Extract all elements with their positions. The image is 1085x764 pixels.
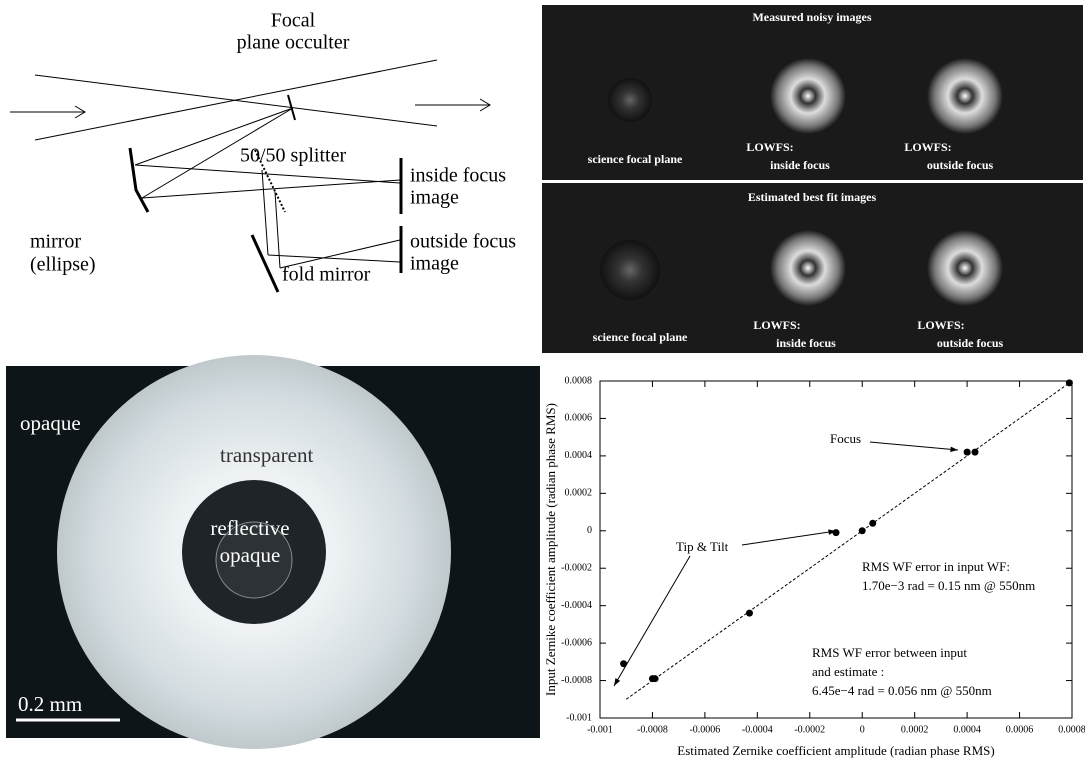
point (869, 520, 876, 527)
label: plane occulter (237, 32, 350, 54)
annotation-arrow (870, 442, 958, 450)
scatter-chart: -0.001 -0.0008 -0.0006 -0.0004 -0.0002 0 0.000… (543, 375, 1085, 758)
label: transparent (220, 443, 313, 467)
annotation: 6.45e−4 rad = 0.056 nm @ 550nm (812, 683, 992, 698)
ray (135, 165, 400, 183)
y-tick-label: 0.0008 (565, 375, 593, 386)
x-axis-label: Estimated Zernike coefficient amplitude … (677, 743, 994, 758)
y-tick-label: -0.0008 (561, 675, 592, 686)
point (833, 529, 840, 536)
label: outside focus (927, 158, 994, 172)
arrowhead (950, 447, 958, 452)
y-tick-label: 0.0004 (565, 450, 593, 461)
annotation-arrow (614, 556, 690, 686)
label: reflective (210, 516, 289, 540)
annotation: 1.70e−3 rad = 0.15 nm @ 550nm (862, 578, 1035, 593)
panel-title: Estimated best fit images (748, 190, 877, 204)
annotation: Focus (830, 431, 861, 446)
x-tick-label: -0.0004 (742, 724, 773, 735)
label: LOWFS: (746, 140, 793, 154)
y-tick-label: 0.0006 (565, 413, 593, 424)
psf-image (608, 78, 652, 122)
y-axis-label: Input Zernike coefficient amplitude (rad… (543, 403, 558, 696)
y-tick-label: -0.001 (566, 712, 592, 723)
psf-image (770, 58, 846, 134)
point (1066, 379, 1073, 386)
label: inside focus (410, 165, 506, 187)
x-tick-label: -0.0008 (637, 724, 668, 735)
mirror (130, 148, 148, 212)
annotation: and estimate : (812, 664, 884, 679)
y-tick-label: 0.0002 (565, 488, 593, 499)
annotation: Tip & Tilt (676, 539, 729, 554)
label: opaque (20, 411, 81, 435)
annotation: RMS WF error between input (812, 645, 967, 660)
point (746, 610, 753, 617)
optical-diagram: Focal plane occulter 50/50 splitter insi… (10, 10, 516, 292)
x-tick-label: 0 (860, 724, 865, 735)
ray (275, 192, 280, 268)
y-tick-label: -0.0006 (561, 637, 592, 648)
figure: Focal plane occulter 50/50 splitter insi… (0, 0, 1085, 764)
fold-mirror (252, 235, 278, 292)
point (859, 527, 866, 534)
label: LOWFS: (904, 140, 951, 154)
label: inside focus (770, 158, 830, 172)
annotation-arrow (742, 531, 836, 545)
x-tick-label: -0.0002 (794, 724, 825, 735)
label: LOWFS: (753, 318, 800, 332)
psf-image (927, 58, 1003, 134)
ray (268, 255, 400, 262)
label: outside focus (410, 231, 516, 253)
scale-label: 0.2 mm (18, 692, 82, 716)
ray (262, 170, 268, 255)
x-tick-label: 0.0006 (1006, 724, 1034, 735)
label: inside focus (776, 336, 836, 350)
label: science focal plane (593, 330, 688, 344)
photo: opaque transparent reflective opaque 0.2… (6, 355, 540, 749)
point (971, 449, 978, 456)
label: outside focus (937, 336, 1004, 350)
point (964, 449, 971, 456)
x-tick-label: 0.0008 (1058, 724, 1085, 735)
label: image (410, 253, 459, 275)
label: Focal (271, 10, 316, 32)
ray (35, 60, 437, 140)
psf-image (600, 240, 660, 300)
arrowhead (614, 678, 620, 686)
x-tick-label: -0.001 (587, 724, 613, 735)
point (652, 675, 659, 682)
label: mirror (30, 231, 81, 253)
panel-title: Measured noisy images (752, 10, 871, 24)
label: opaque (220, 543, 281, 567)
x-tick-label: 0.0002 (901, 724, 929, 735)
x-tick-label: 0.0004 (953, 724, 981, 735)
y-tick-label: -0.0004 (561, 600, 592, 611)
x-tick-label: -0.0006 (689, 724, 720, 735)
psf-image (927, 230, 1003, 306)
y-tick-label: 0 (587, 525, 592, 536)
label: fold mirror (282, 264, 371, 286)
label: image (410, 187, 459, 209)
label: (ellipse) (30, 254, 96, 276)
image-panel: Measured noisy images science focal plan… (542, 5, 1083, 353)
y-tick-label: -0.0002 (561, 563, 592, 574)
label: 50/50 splitter (240, 145, 346, 167)
label: science focal plane (588, 152, 683, 166)
annotation: RMS WF error in input WF: (862, 559, 1010, 574)
label: LOWFS: (917, 318, 964, 332)
psf-image (770, 230, 846, 306)
